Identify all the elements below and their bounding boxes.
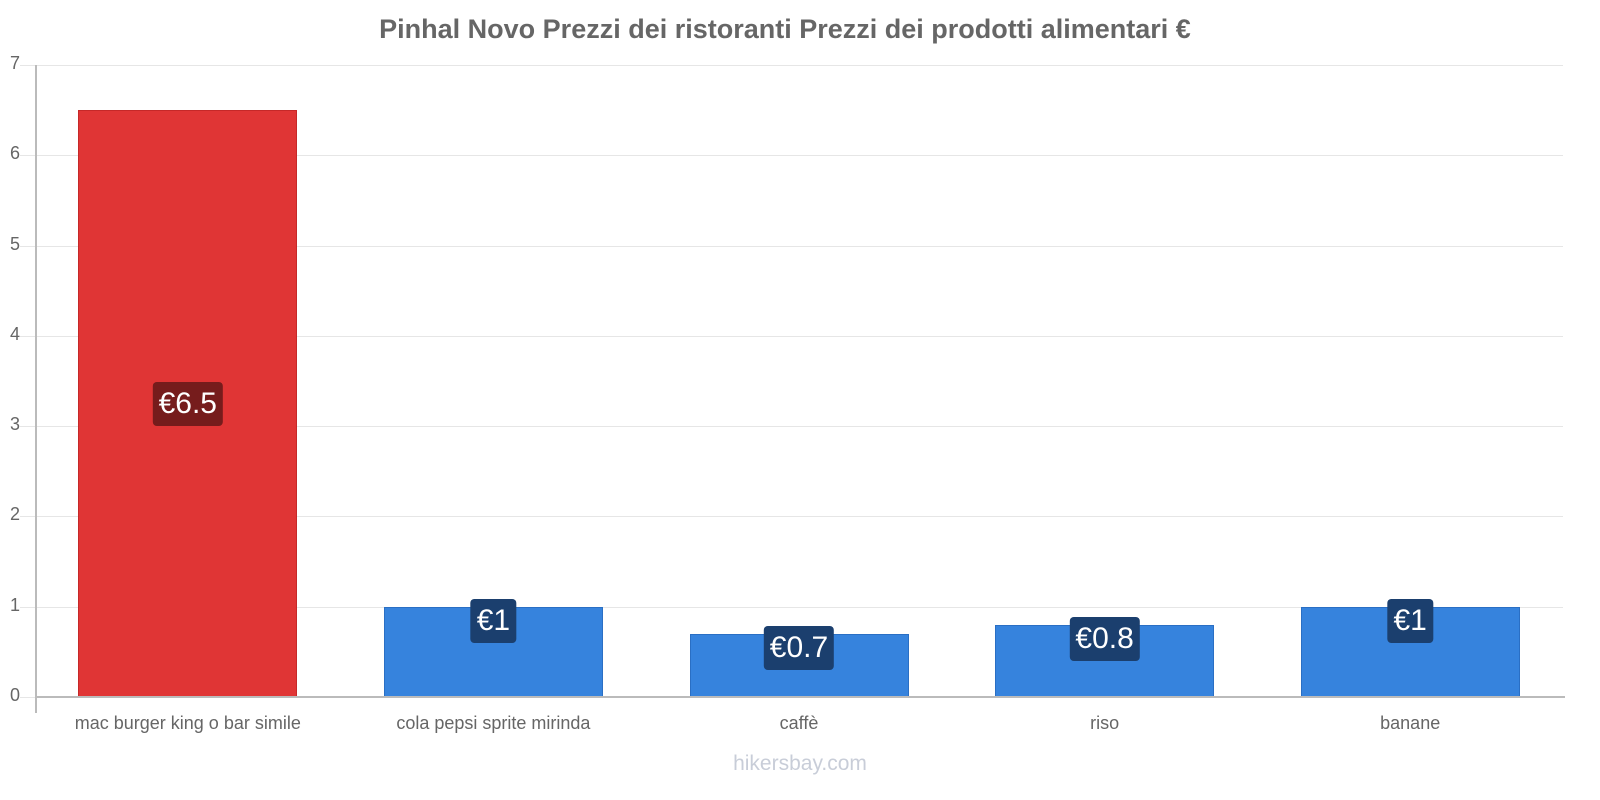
y-tick-label: 7 [9, 53, 20, 73]
y-tick-mark [20, 697, 35, 698]
bar-4[interactable] [1300, 606, 1520, 697]
gridline [35, 245, 1563, 247]
gridline [35, 65, 1563, 66]
y-axis-line [35, 65, 37, 713]
bar-data-label: €1 [1387, 598, 1433, 643]
y-tick-label: 5 [9, 233, 20, 254]
chart-title: Pinhal Novo Prezzi dei ristoranti Prezzi… [379, 14, 1191, 44]
y-tick-label: 6 [9, 143, 20, 164]
gridline [35, 155, 1563, 157]
x-tick-label: cola pepsi sprite mirinda [396, 713, 591, 733]
y-tick-label: 0 [9, 685, 20, 705]
bar-data-label: €6.5 [152, 381, 223, 426]
y-tick-mark [20, 335, 35, 337]
y-tick-label: 3 [9, 414, 20, 435]
gridline [35, 335, 1563, 337]
y-tick-mark [20, 426, 35, 428]
watermark: hikersbay.com [733, 752, 867, 775]
y-tick-label: 1 [9, 594, 20, 615]
x-tick-label: banane [1380, 713, 1441, 733]
gridline [35, 516, 1563, 518]
y-tick-mark [20, 606, 35, 608]
gridline [35, 606, 1563, 608]
y-tick-mark [20, 155, 35, 157]
bar-data-label: €0.7 [763, 625, 835, 670]
x-tick-label: mac burger king o bar simile [74, 713, 301, 733]
gridline [35, 426, 1563, 428]
y-tick-mark [20, 245, 35, 247]
x-axis-line [35, 696, 1565, 698]
plot-area: €6.5 €1 €0.7 €0.8 €1 [35, 65, 1563, 697]
bar-data-label: €0.8 [1069, 616, 1140, 661]
y-tick-mark [20, 516, 35, 518]
x-tick-label: riso [1090, 713, 1120, 733]
y-tick-label: 4 [9, 323, 20, 344]
x-tick-label: caffè [779, 713, 819, 733]
bar-data-label: €1 [470, 598, 517, 643]
y-tick-label: 2 [9, 504, 20, 525]
y-tick-mark [20, 65, 35, 66]
